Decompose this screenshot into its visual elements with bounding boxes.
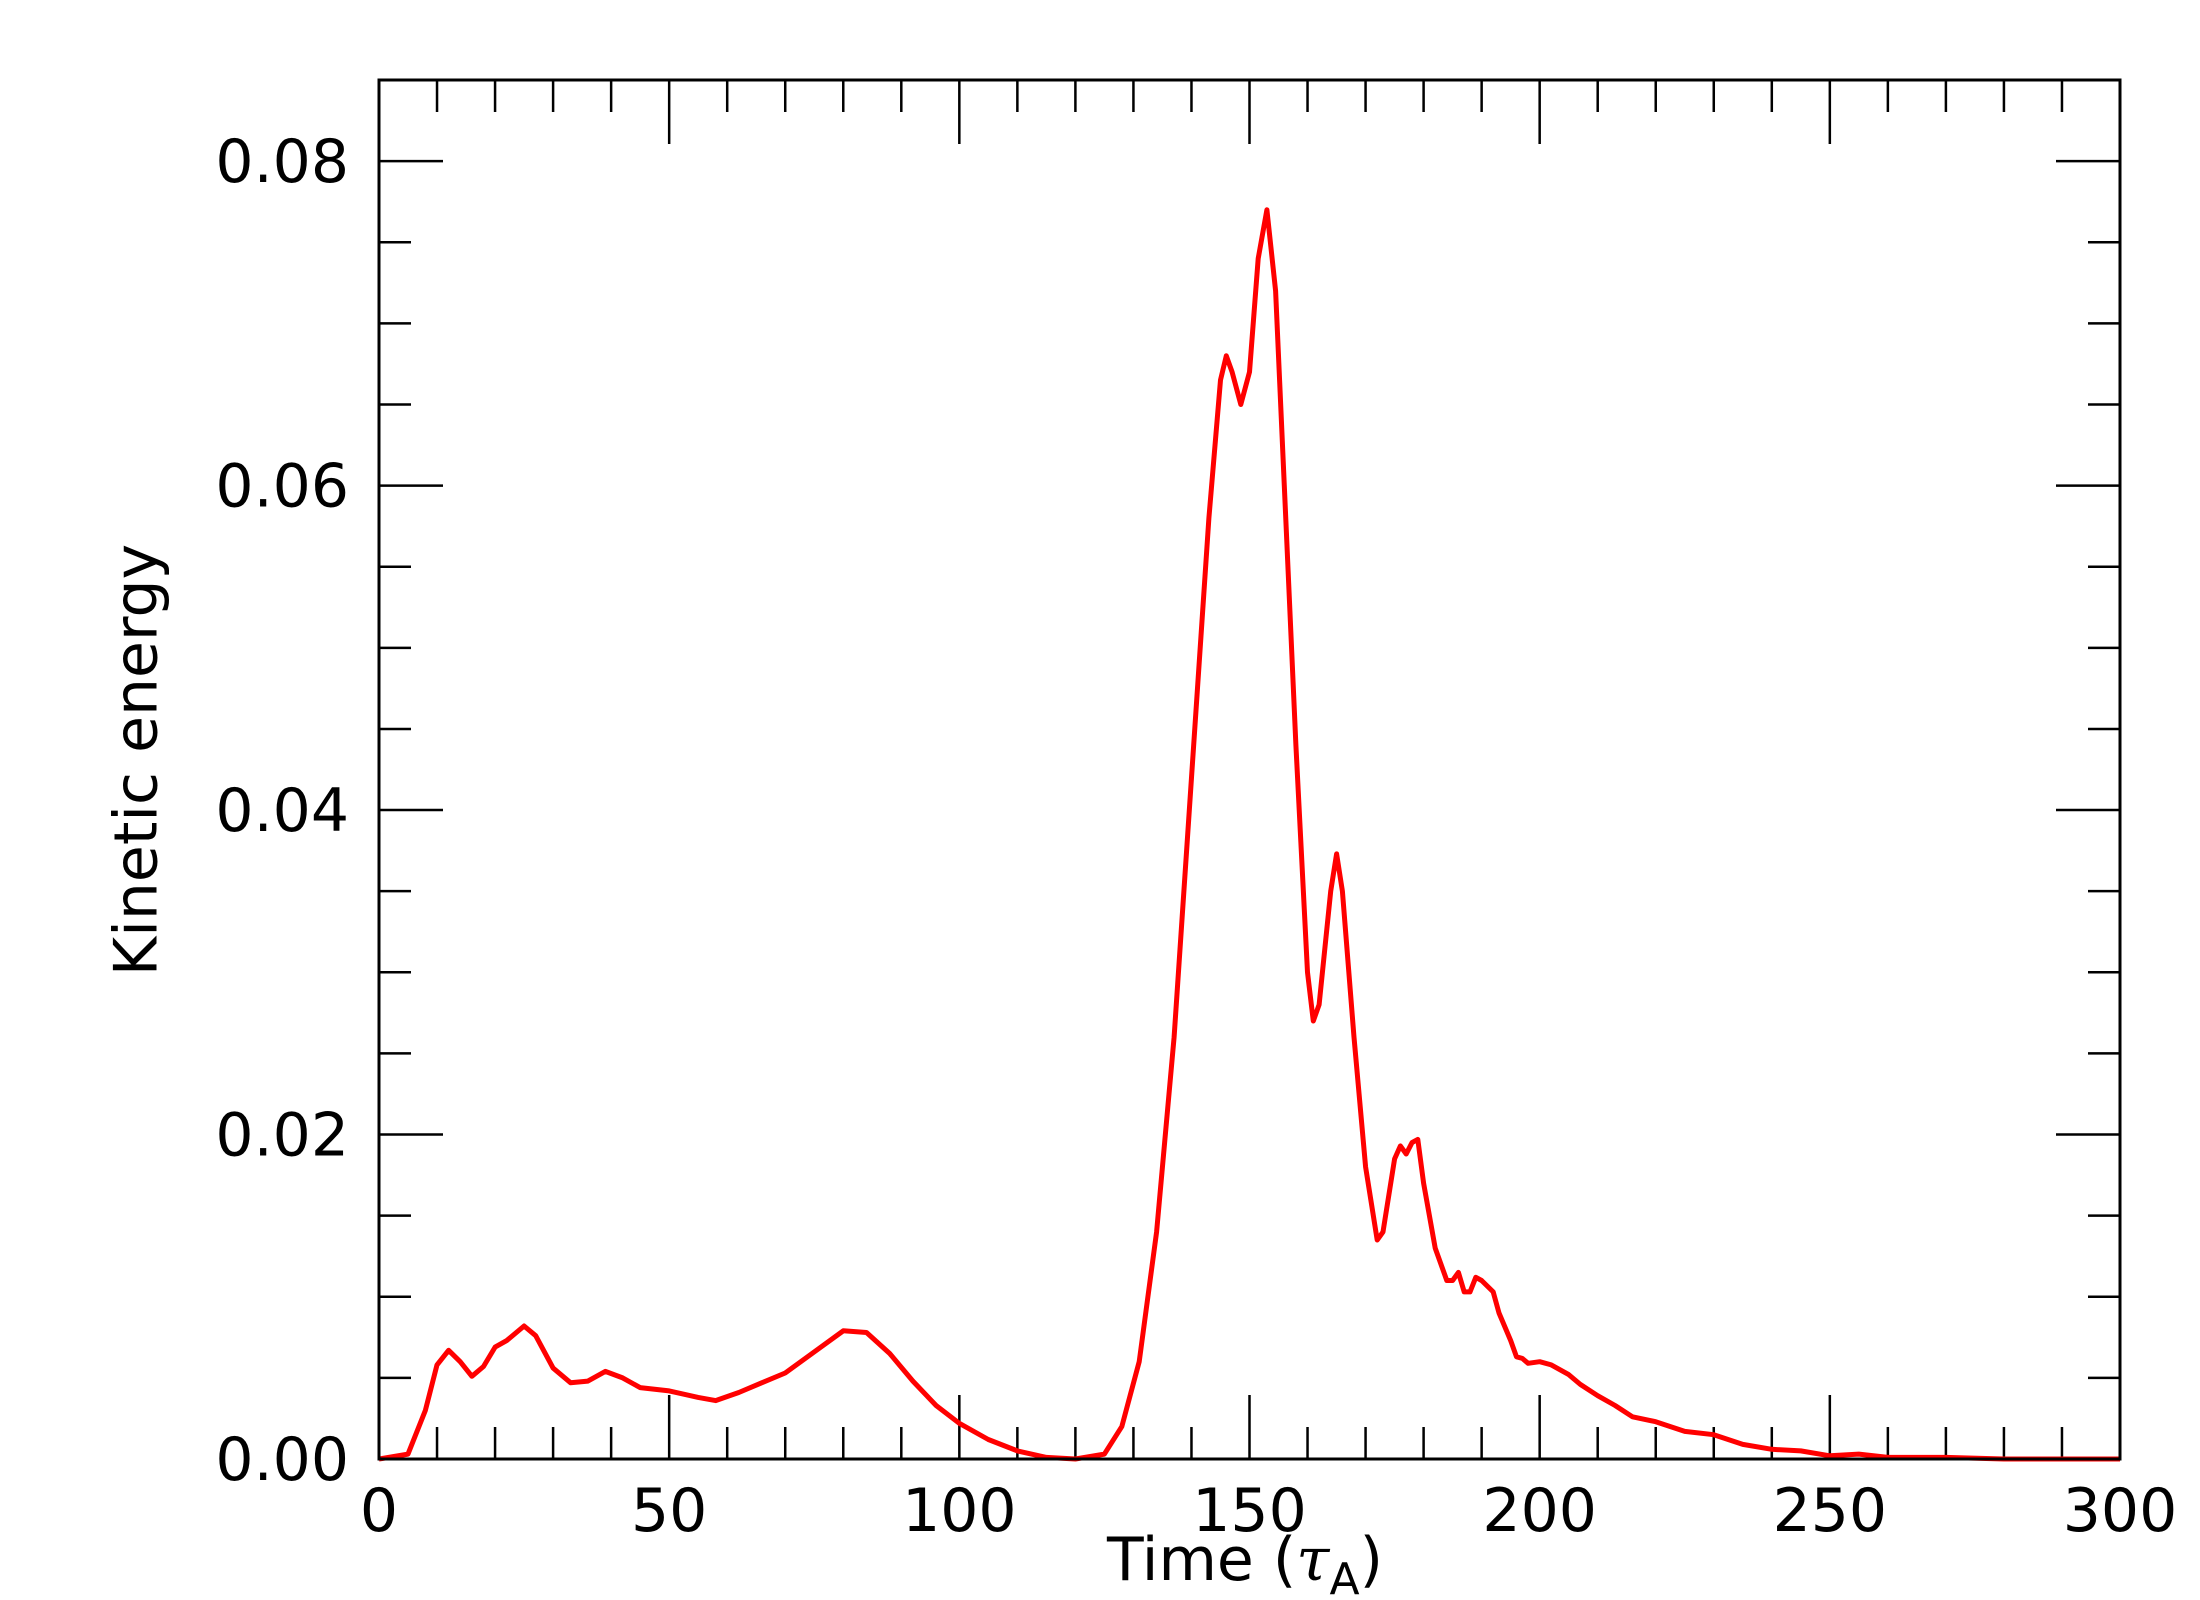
- y-axis-label: Kinetic energy: [102, 544, 172, 976]
- y-tick-label: 0.02: [215, 1101, 349, 1171]
- x-tick-label: 300: [2063, 1476, 2178, 1546]
- x-axis-label: Time (τA): [1106, 1525, 1383, 1600]
- line: [378, 207, 2120, 1462]
- x-tick-label: 250: [1773, 1476, 1888, 1546]
- y-tick-label: 0.08: [215, 127, 349, 197]
- x-tick-label: 100: [902, 1476, 1017, 1546]
- x-tick-label: 200: [1482, 1476, 1597, 1546]
- x-tick-label: 50: [631, 1476, 707, 1546]
- x-tick-label: 150: [1192, 1476, 1307, 1546]
- x-tick-label: 0: [360, 1476, 398, 1546]
- y-tick-label: 0.06: [215, 452, 349, 522]
- plot-frame: [377, 78, 2122, 1461]
- y-tick-label: 0.04: [215, 776, 349, 846]
- y-tick-label: 0.00: [215, 1425, 349, 1495]
